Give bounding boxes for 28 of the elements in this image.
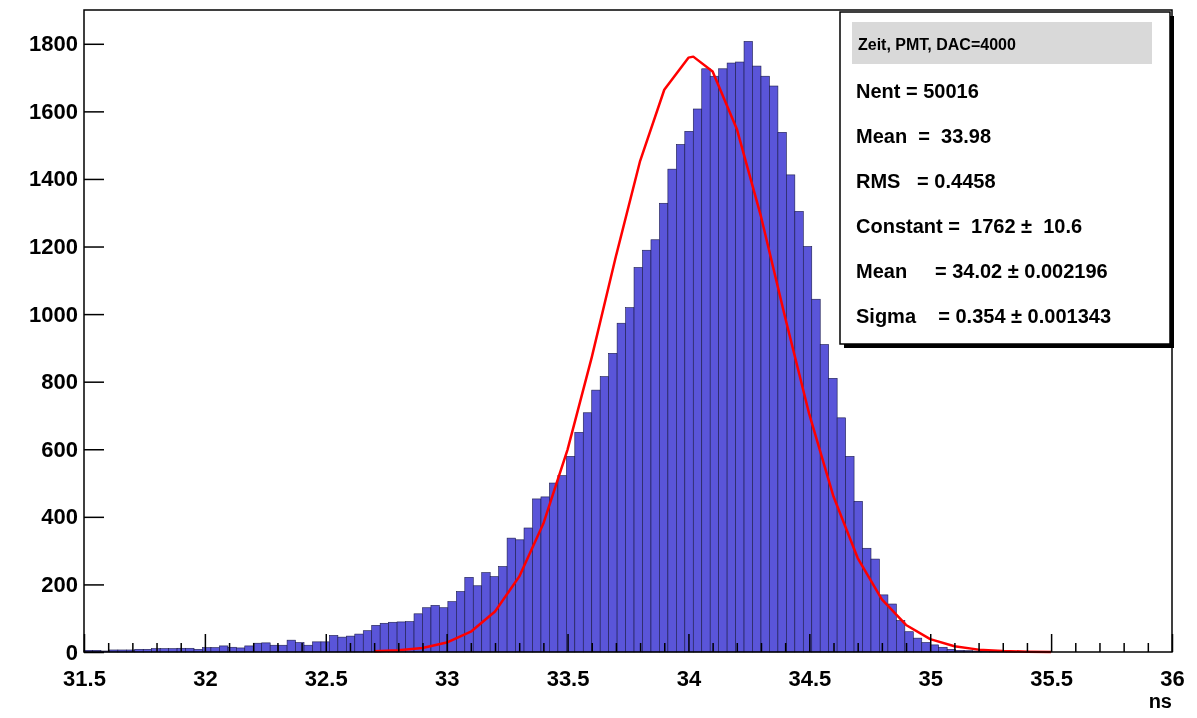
annotation: Nent = 50016 — [856, 80, 979, 102]
x-tick-label: 32.5 — [304, 665, 348, 691]
y-tick-label: 200 — [41, 571, 78, 597]
y-tick-label: 1000 — [29, 301, 78, 327]
x-tick-label: 33 — [434, 665, 460, 691]
annotation: RMS = 0.4458 — [856, 170, 996, 192]
y-tick-label: 800 — [41, 369, 78, 395]
x-tick-label: 35.5 — [1030, 665, 1074, 691]
x-axis-title: ns — [1148, 690, 1172, 712]
x-tick-label: 35 — [918, 665, 943, 691]
y-tick-label: 1400 — [29, 166, 78, 192]
x-tick-label: 34 — [676, 665, 702, 691]
x-tick-label: 32 — [193, 665, 218, 691]
y-tick-label: 1200 — [29, 234, 78, 260]
x-tick-label: 34.5 — [788, 665, 832, 691]
x-tick-label: 33.5 — [546, 665, 590, 691]
x-tick-label: 31.5 — [63, 665, 106, 691]
annotation: Sigma = 0.354 ± 0.001343 — [856, 305, 1112, 327]
y-tick-label: 400 — [41, 504, 78, 530]
y-tick-label: 1600 — [29, 98, 78, 124]
y-tick-label: 0 — [65, 639, 78, 665]
y-tick-label: 600 — [41, 436, 78, 462]
annotation: Constant = 1762 ± 10.6 — [856, 215, 1083, 237]
chart-title: Zeit, PMT, DAC=4000 — [858, 36, 1016, 53]
annotation: Mean = 33.98 — [856, 125, 992, 147]
annotation: Mean = 34.02 ± 0.002196 — [856, 260, 1108, 282]
x-tick-label: 36 — [1160, 665, 1185, 691]
y-tick-label: 1800 — [29, 31, 78, 57]
